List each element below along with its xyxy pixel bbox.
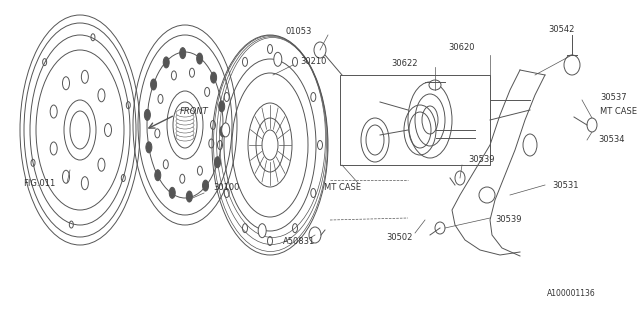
Text: 30622: 30622	[392, 59, 419, 68]
Text: 30210: 30210	[300, 58, 326, 67]
Bar	[340, 75, 490, 165]
Ellipse shape	[155, 170, 161, 181]
Ellipse shape	[176, 125, 194, 133]
Ellipse shape	[186, 191, 193, 202]
Text: 30620: 30620	[449, 43, 476, 52]
Text: 30100: 30100	[213, 183, 239, 193]
Text: FRONT: FRONT	[180, 108, 209, 116]
Ellipse shape	[211, 72, 216, 83]
Ellipse shape	[274, 52, 282, 66]
Ellipse shape	[180, 48, 186, 59]
Ellipse shape	[479, 187, 495, 203]
Ellipse shape	[429, 80, 441, 90]
Text: A100001136: A100001136	[547, 289, 596, 298]
Text: 30537: 30537	[600, 92, 627, 101]
Ellipse shape	[202, 180, 209, 191]
Text: 30539: 30539	[495, 215, 522, 225]
Ellipse shape	[176, 121, 194, 129]
Ellipse shape	[587, 118, 597, 132]
Ellipse shape	[196, 53, 203, 64]
Ellipse shape	[220, 126, 226, 137]
Text: 30542: 30542	[548, 26, 574, 35]
Ellipse shape	[163, 57, 169, 68]
Ellipse shape	[455, 171, 465, 185]
Ellipse shape	[564, 55, 580, 75]
Ellipse shape	[176, 109, 194, 117]
Text: 01053: 01053	[285, 28, 312, 36]
Text: A50831: A50831	[283, 237, 316, 246]
Ellipse shape	[221, 123, 230, 137]
Ellipse shape	[258, 224, 266, 238]
Ellipse shape	[150, 79, 157, 90]
Text: 30539: 30539	[468, 156, 495, 164]
Text: FIG.011: FIG.011	[23, 179, 55, 188]
Ellipse shape	[176, 117, 194, 125]
Text: 30502: 30502	[386, 233, 412, 242]
Text: MT CASE: MT CASE	[324, 183, 361, 193]
Ellipse shape	[309, 227, 321, 243]
Ellipse shape	[169, 187, 175, 198]
Ellipse shape	[219, 101, 225, 112]
Ellipse shape	[176, 113, 194, 121]
Ellipse shape	[435, 222, 445, 234]
Text: 30531: 30531	[552, 180, 579, 189]
Ellipse shape	[146, 142, 152, 153]
Text: MT CASE: MT CASE	[600, 108, 637, 116]
Ellipse shape	[314, 42, 326, 58]
Ellipse shape	[214, 157, 221, 168]
Ellipse shape	[176, 133, 194, 141]
Text: 30534: 30534	[598, 135, 625, 145]
Ellipse shape	[145, 109, 150, 120]
Ellipse shape	[176, 129, 194, 137]
